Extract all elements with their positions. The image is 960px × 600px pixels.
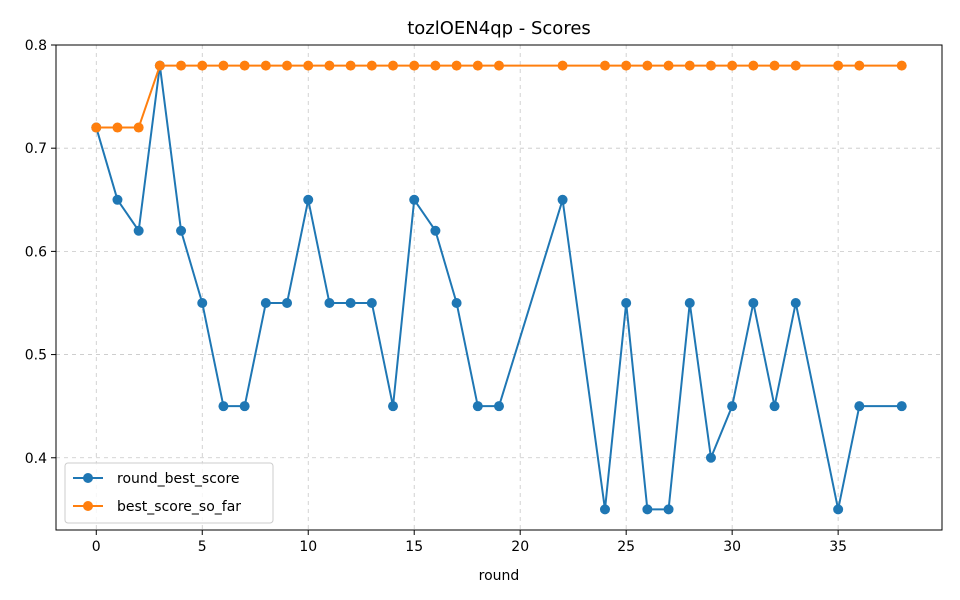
data-point <box>197 297 208 308</box>
x-tick-label: 35 <box>829 539 847 555</box>
data-point <box>133 225 144 236</box>
data-point <box>621 60 632 71</box>
y-tick-label: 0.8 <box>25 38 47 54</box>
data-point <box>409 60 420 71</box>
data-point <box>218 60 229 71</box>
data-point <box>451 297 462 308</box>
data-point <box>239 401 250 412</box>
data-point <box>472 401 483 412</box>
x-tick-label: 25 <box>617 539 635 555</box>
y-tick-label: 0.6 <box>25 244 47 260</box>
data-point <box>112 122 123 133</box>
data-point <box>154 60 165 71</box>
x-tick-label: 5 <box>198 539 207 555</box>
data-point <box>303 194 314 205</box>
data-point <box>790 297 801 308</box>
x-tick-label: 20 <box>511 539 529 555</box>
data-point <box>324 60 335 71</box>
y-tick-label: 0.7 <box>25 141 47 157</box>
data-point <box>748 297 759 308</box>
data-point <box>748 60 759 71</box>
axis-ticks: 0 5 10 15 20 25 30 35 0.4 0.5 0.6 0.7 0.8 <box>25 38 847 555</box>
data-point <box>684 297 695 308</box>
data-point <box>642 504 653 515</box>
y-tick-label: 0.4 <box>25 451 47 467</box>
data-point <box>91 122 102 133</box>
data-point <box>705 60 716 71</box>
data-point <box>790 60 801 71</box>
data-point <box>260 60 271 71</box>
data-point <box>303 60 314 71</box>
data-point <box>133 122 144 133</box>
data-point <box>896 60 907 71</box>
data-point <box>409 194 420 205</box>
data-point <box>684 60 695 71</box>
data-point <box>239 60 250 71</box>
data-point <box>705 452 716 463</box>
plot-frame <box>55 44 943 531</box>
data-point <box>854 60 865 71</box>
x-tick-label: 10 <box>299 539 317 555</box>
data-point <box>324 297 335 308</box>
series-round-best-score <box>91 60 907 515</box>
data-point <box>557 194 568 205</box>
data-point <box>345 60 356 71</box>
data-point <box>599 504 610 515</box>
data-point <box>366 60 377 71</box>
data-point <box>197 60 208 71</box>
data-point <box>345 297 356 308</box>
legend-swatch-marker <box>83 501 93 511</box>
data-point <box>896 401 907 412</box>
x-tick-label: 0 <box>92 539 101 555</box>
data-point <box>621 297 632 308</box>
legend-item: best_score_so_far <box>73 499 241 515</box>
legend-swatch-marker <box>83 473 93 483</box>
data-point <box>642 60 653 71</box>
data-point <box>833 504 844 515</box>
series-line <box>95 64 902 511</box>
data-point <box>727 401 738 412</box>
data-point <box>388 401 399 412</box>
legend-box <box>64 462 274 524</box>
data-point <box>260 297 271 308</box>
data-point <box>112 194 123 205</box>
data-point <box>769 401 780 412</box>
chart-title: tozlOEN4qp - Scores <box>407 18 591 39</box>
data-point <box>282 297 293 308</box>
data-point <box>176 60 187 71</box>
x-tick-label: 15 <box>405 539 423 555</box>
data-point <box>366 297 377 308</box>
data-point <box>218 401 229 412</box>
legend: round_best_score best_score_so_far <box>64 462 274 524</box>
x-axis-label: round <box>479 568 520 584</box>
data-point <box>663 60 674 71</box>
data-point <box>176 225 187 236</box>
data-point <box>282 60 293 71</box>
data-point <box>388 60 399 71</box>
legend-label: best_score_so_far <box>117 499 241 515</box>
legend-label: round_best_score <box>117 471 240 487</box>
data-point <box>430 225 441 236</box>
data-point <box>727 60 738 71</box>
data-point <box>451 60 462 71</box>
data-point <box>430 60 441 71</box>
data-point <box>494 60 504 71</box>
x-tick-label: 30 <box>723 539 741 555</box>
data-point <box>833 60 844 71</box>
data-point <box>472 60 483 71</box>
data-point <box>854 401 865 412</box>
y-tick-label: 0.5 <box>25 348 47 364</box>
data-point <box>663 504 674 515</box>
series-line <box>96 64 902 129</box>
legend-item: round_best_score <box>73 471 240 487</box>
data-point <box>599 60 610 71</box>
series-best-score-so-far <box>91 60 907 133</box>
series-layer <box>91 60 907 515</box>
data-point <box>494 401 504 412</box>
data-point <box>769 60 780 71</box>
data-point <box>557 60 568 71</box>
